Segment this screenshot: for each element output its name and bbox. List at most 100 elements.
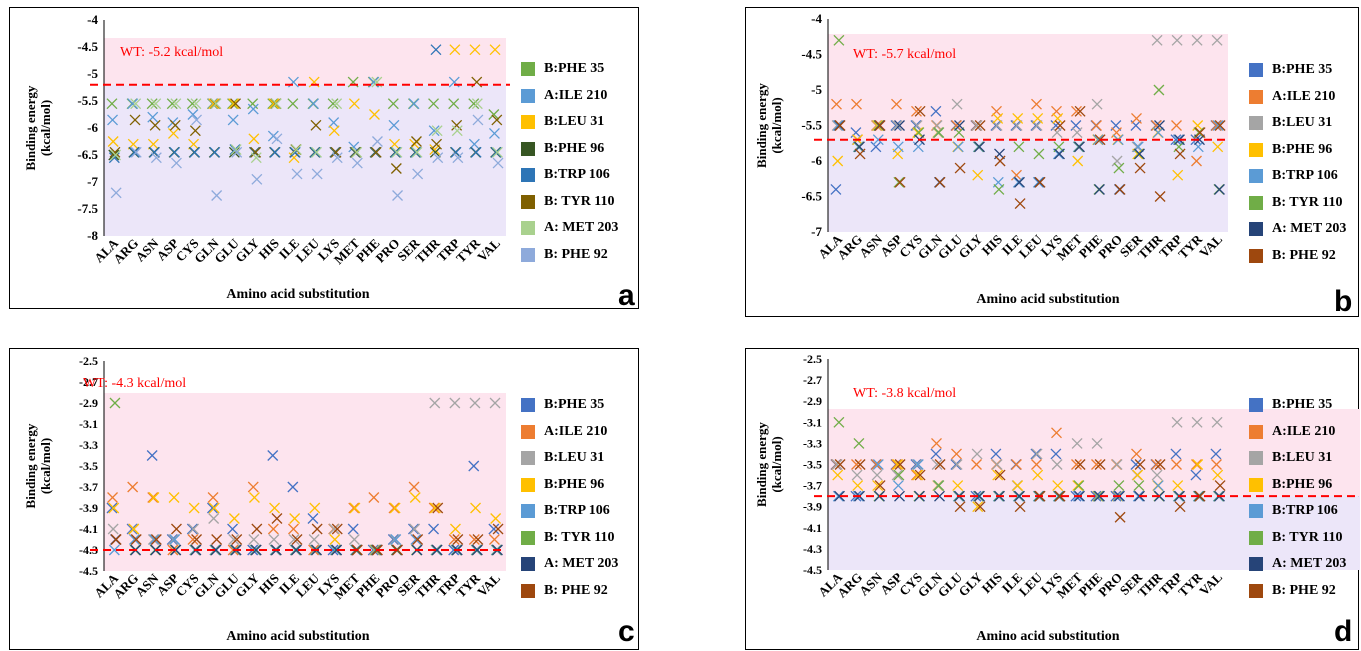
data-point: [1191, 416, 1203, 428]
data-point: [1072, 480, 1084, 492]
data-point: [971, 448, 983, 460]
data-point: [150, 98, 162, 110]
y-tick-label: -5: [87, 66, 98, 81]
data-point: [348, 502, 360, 514]
y-tick-label: -4.5: [79, 564, 98, 578]
data-point: [891, 459, 902, 470]
data-point: [412, 534, 424, 545]
y-tick-label: -8: [87, 228, 98, 243]
legend-label: B: PHE 92: [1272, 582, 1336, 598]
data-point: [269, 146, 281, 158]
data-point: [1190, 469, 1202, 481]
data-point: [270, 98, 282, 110]
data-point: [891, 120, 903, 131]
data-point: [832, 155, 844, 167]
legend-swatch: [1249, 63, 1263, 78]
data-point: [1011, 459, 1022, 470]
data-point: [227, 523, 239, 535]
data-point: [128, 523, 140, 535]
y-tick-label: -6.5: [801, 189, 822, 204]
data-point: [430, 44, 442, 56]
legend-item: B:PHE 35: [521, 56, 618, 83]
y-tick-label: -4.1: [803, 521, 822, 535]
data-point: [309, 146, 321, 158]
y-tick-label: -3.1: [803, 415, 822, 429]
data-point: [834, 490, 845, 502]
legend-label: B: PHE 92: [544, 246, 608, 262]
data-point: [289, 146, 301, 158]
data-point: [170, 157, 182, 169]
shaded-region-below-wt: [104, 550, 506, 571]
data-point: [1212, 141, 1224, 153]
data-point: [472, 534, 484, 545]
data-point: [110, 187, 122, 199]
data-point: [231, 146, 243, 158]
legend-label: A: MET 203: [1272, 556, 1347, 572]
data-point: [469, 44, 481, 56]
data-point: [831, 120, 843, 131]
y-tick-label: -2.5: [803, 352, 822, 366]
data-point: [911, 469, 922, 481]
data-point: [187, 534, 199, 545]
y-tick-label: -6: [811, 153, 822, 168]
legend-label: B:LEU 31: [544, 114, 605, 130]
data-point: [472, 114, 484, 126]
data-point: [1113, 162, 1125, 174]
data-point: [1212, 120, 1224, 131]
data-point: [491, 146, 503, 158]
data-point: [891, 98, 902, 110]
data-point: [1032, 112, 1044, 124]
y-tick-label: -3.1: [79, 417, 98, 431]
data-point: [428, 98, 440, 110]
data-point: [1032, 469, 1044, 481]
data-point: [974, 141, 985, 153]
chart-panel-c: -2.5 -2.7 -2.9 -3.1 -3.3 -3.5 -3.7 -3.9 -4.1 -4.3…: [9, 348, 639, 650]
y-tick-label: -5: [811, 82, 822, 97]
data-point: [449, 397, 461, 409]
data-point: [992, 112, 1004, 124]
data-point: [470, 146, 482, 158]
x-tick-label: VAL: [474, 235, 503, 264]
legend-swatch: [521, 557, 535, 572]
data-point: [891, 469, 903, 481]
data-point: [1171, 34, 1183, 46]
y-tick-label: -3.5: [79, 459, 98, 473]
data-point: [432, 152, 444, 164]
wt-label: WT: -4.3 kcal/mol: [83, 376, 186, 391]
data-point: [831, 459, 843, 470]
wt-label: WT: -3.8 kcal/mol: [853, 386, 956, 401]
y-tick-label: -3.9: [79, 501, 98, 515]
legend-item: B:TRP 106: [1249, 498, 1346, 525]
data-point: [1171, 459, 1182, 470]
data-point: [190, 98, 202, 110]
data-point: [186, 523, 198, 535]
legend-label: B: TYR 110: [544, 193, 615, 209]
data-point: [1092, 134, 1104, 146]
data-point: [351, 157, 363, 169]
legend-swatch: [521, 530, 535, 545]
legend-label: B:PHE 96: [544, 476, 605, 492]
x-axis-title: Amino acid substitution: [976, 629, 1119, 644]
data-point: [291, 534, 303, 545]
legend-item: B: PHE 92: [1249, 578, 1346, 605]
data-point: [392, 190, 404, 201]
data-point: [489, 397, 501, 409]
shaded-region-above-wt: [104, 393, 506, 550]
data-point: [872, 134, 884, 146]
data-point: [107, 523, 119, 535]
data-point: [1154, 191, 1166, 202]
data-point: [311, 168, 323, 180]
data-point: [148, 492, 160, 503]
legend-label: B:PHE 96: [544, 140, 605, 156]
legend-label: B:PHE 35: [1272, 397, 1333, 413]
data-point: [247, 103, 259, 115]
data-point: [287, 523, 299, 535]
data-point: [448, 98, 460, 110]
y-tick-label: -7: [87, 174, 98, 189]
data-point: [328, 125, 340, 137]
legend-label: A: MET 203: [544, 220, 619, 236]
data-point: [1094, 459, 1106, 470]
data-point: [410, 534, 422, 545]
y-tick-label: -2.9: [803, 394, 822, 408]
data-point: [1094, 183, 1105, 195]
